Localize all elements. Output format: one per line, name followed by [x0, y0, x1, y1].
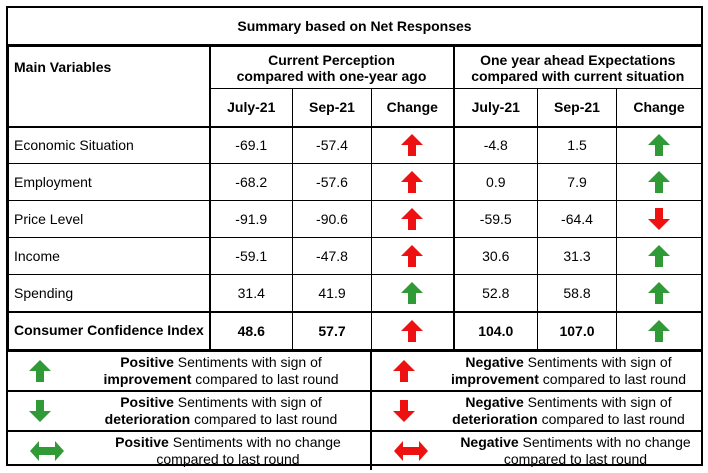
- table-row: Income -59.1 -47.8 30.6 31.3: [8, 237, 703, 275]
- red-left-right-arrow-icon: [394, 441, 428, 461]
- cell: -90.6: [292, 200, 372, 238]
- legend-negative-deterioration: Negative Sentiments with sign of deterior…: [372, 392, 701, 430]
- col-header: Change: [370, 88, 455, 127]
- col-header: Sep-21: [292, 88, 372, 127]
- cell: -57.6: [292, 163, 372, 201]
- cell: 0.9: [452, 163, 539, 201]
- green-up-arrow-icon: [617, 245, 701, 267]
- green-up-arrow-icon: [372, 281, 453, 304]
- cell: -4.8: [452, 125, 539, 164]
- cell: 30.6: [452, 237, 539, 275]
- table-row: Spending 31.4 41.9 52.8 58.8: [8, 274, 703, 312]
- row-label: Economic Situation: [8, 125, 210, 164]
- red-up-arrow-icon: [372, 319, 453, 342]
- current-perception-header: Current Perception compared with one-yea…: [208, 46, 455, 89]
- legend-negative-no-change: Negative Sentiments with no change compar…: [372, 432, 701, 470]
- col-header: July-21: [452, 88, 539, 127]
- cell: -64.4: [537, 200, 618, 238]
- legend: Positive Sentiments with sign of improvem…: [8, 350, 701, 470]
- row-label: Spending: [8, 274, 210, 312]
- cell: -57.4: [292, 125, 372, 164]
- cell: 1.5: [537, 125, 618, 164]
- cell: 31.3: [537, 237, 618, 275]
- summary-table: Summary based on Net Responses Main Vari…: [6, 6, 703, 470]
- green-left-right-arrow-icon: [30, 441, 64, 461]
- col-header: July-21: [208, 88, 293, 127]
- red-down-arrow-icon: [617, 208, 701, 230]
- ahead-expectations-header: One year ahead Expectations compared wit…: [452, 46, 703, 89]
- col-header: Change: [616, 88, 703, 127]
- table-row: Price Level -91.9 -90.6 -59.5 -64.4: [8, 200, 703, 238]
- red-up-arrow-icon: [393, 360, 415, 382]
- red-up-arrow-icon: [372, 134, 453, 157]
- cell: 104.0: [452, 310, 539, 350]
- red-down-arrow-icon: [393, 400, 415, 422]
- row-label: Price Level: [8, 200, 210, 238]
- legend-negative-improvement: Negative Sentiments with sign of improvem…: [372, 352, 701, 390]
- cell: 7.9: [537, 163, 618, 201]
- cell: 41.9: [292, 274, 372, 312]
- row-label: Income: [8, 237, 210, 275]
- col-header: Sep-21: [537, 88, 618, 127]
- green-up-arrow-icon: [617, 134, 701, 157]
- cell: -59.1: [208, 237, 293, 275]
- legend-positive-improvement: Positive Sentiments with sign of improvem…: [8, 352, 370, 390]
- cell: 57.7: [292, 310, 372, 350]
- cell: 31.4: [208, 274, 293, 312]
- cell: -91.9: [208, 200, 293, 238]
- green-up-arrow-icon: [29, 360, 51, 382]
- table-row: Employment -68.2 -57.6 0.9 7.9: [8, 163, 703, 201]
- red-up-arrow-icon: [372, 171, 453, 193]
- cell: -59.5: [452, 200, 539, 238]
- net-responses-table: Main Variables Current Perception compar…: [8, 46, 703, 350]
- cell: 52.8: [452, 274, 539, 312]
- cell: 58.8: [537, 274, 618, 312]
- green-up-arrow-icon: [617, 281, 701, 304]
- row-label: Employment: [8, 163, 210, 201]
- cci-row: Consumer Confidence Index 48.6 57.7 104.…: [8, 310, 703, 350]
- table-title: Summary based on Net Responses: [8, 8, 701, 46]
- cci-label: Consumer Confidence Index: [8, 310, 210, 350]
- cell: 48.6: [208, 310, 293, 350]
- cell: -68.2: [208, 163, 293, 201]
- legend-positive-no-change: Positive Sentiments with no change compar…: [8, 432, 370, 470]
- main-variables-header: Main Variables: [8, 46, 210, 127]
- table-row: Economic Situation -69.1 -57.4 -4.8 1.5: [8, 125, 703, 164]
- green-down-arrow-icon: [29, 400, 51, 422]
- cell: 107.0: [537, 310, 618, 350]
- green-up-arrow-icon: [617, 171, 701, 193]
- green-up-arrow-icon: [617, 319, 701, 342]
- cell: -47.8: [292, 237, 372, 275]
- red-up-arrow-icon: [372, 208, 453, 230]
- red-up-arrow-icon: [372, 245, 453, 267]
- legend-positive-deterioration: Positive Sentiments with sign of deterior…: [8, 392, 370, 430]
- cell: -69.1: [208, 125, 293, 164]
